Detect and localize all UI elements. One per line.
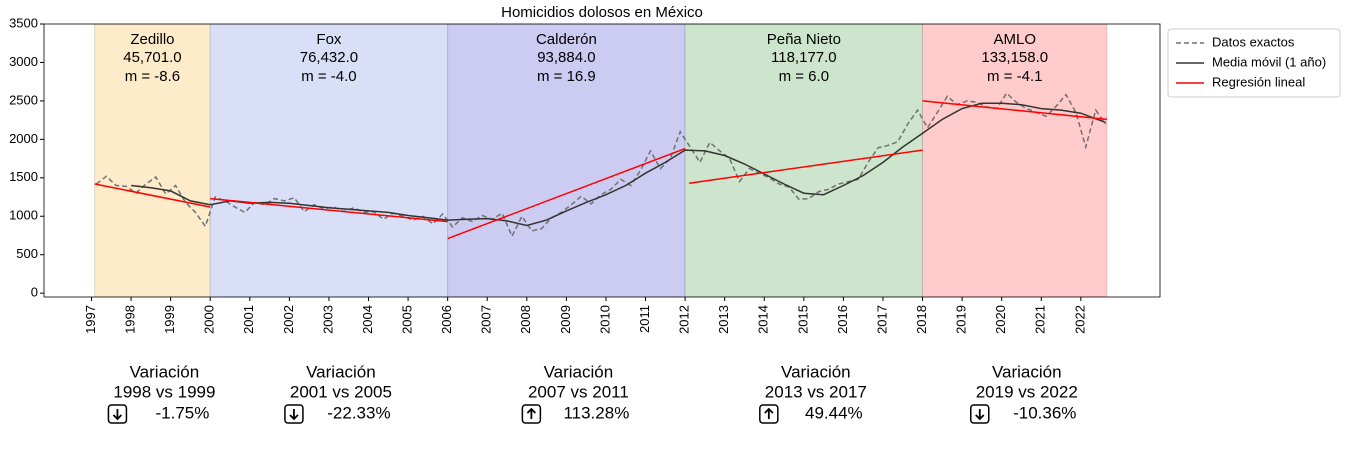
x-tick-label: 2010 <box>597 305 612 334</box>
arrow-box <box>521 404 542 424</box>
x-tick-label: 2007 <box>479 305 494 334</box>
variation-change: -22.33% <box>327 403 390 422</box>
x-tick-label: 2001 <box>241 305 256 334</box>
arrow <box>764 407 774 419</box>
arrow <box>112 409 123 421</box>
trend-arrow <box>759 404 779 424</box>
y-tick-label: 2000 <box>9 131 38 146</box>
x-tick-label: 2019 <box>954 305 969 334</box>
x-tick-label: 2000 <box>202 305 217 334</box>
variation-heading: Variación <box>992 362 1062 381</box>
arrow-box <box>970 404 990 424</box>
variation-comparison: 2001 vs 2005 <box>290 382 392 401</box>
period-total: 76,432.0 <box>300 49 358 66</box>
period-span <box>684 24 924 297</box>
period-slope: m = -8.6 <box>125 68 180 85</box>
series-line <box>95 92 1107 238</box>
variation-comparison: 2019 vs 2022 <box>976 382 1078 401</box>
x-tick-label: 2006 <box>439 305 454 334</box>
variation-heading: Variación <box>130 362 200 381</box>
trend-arrow <box>284 404 304 424</box>
variation-change: 49.44% <box>805 403 863 422</box>
period-slope: m = -4.0 <box>301 68 356 85</box>
variation-heading: Variación <box>306 362 376 381</box>
period-slope: m = 6.0 <box>779 68 829 85</box>
period-name: Zedillo <box>130 31 174 48</box>
variation-heading: Variación <box>781 362 851 381</box>
x-tick-label: 2014 <box>756 305 771 334</box>
variation-change: 113.28% <box>563 403 629 422</box>
arrow-box <box>284 404 304 424</box>
x-tick-label: 2009 <box>558 305 573 334</box>
variation-comparison: 2007 vs 2011 <box>528 382 629 401</box>
period-total: 45,701.0 <box>123 49 181 66</box>
x-tick-label: 2015 <box>795 305 810 334</box>
period-total: 93,884.0 <box>537 49 595 66</box>
y-tick-label: 500 <box>16 246 38 261</box>
variation-comparison: 2013 vs 2017 <box>765 382 867 401</box>
x-tick-label: 2018 <box>914 305 929 334</box>
y-tick-label: 1500 <box>9 169 38 184</box>
period-name: Fox <box>316 31 342 48</box>
y-tick-label: 2500 <box>9 92 38 107</box>
period-slope: m = 16.9 <box>537 68 596 85</box>
legend-box <box>1167 28 1341 98</box>
variation-comparison: 1998 vs 1999 <box>113 382 215 401</box>
variation-heading: Variación <box>544 362 614 381</box>
legend-label: Regresión lineal <box>1212 74 1305 89</box>
variation-change: -10.36% <box>1013 403 1076 422</box>
x-tick-label: 2002 <box>281 305 296 334</box>
x-tick-label: 1997 <box>83 305 98 334</box>
x-tick-label: 2003 <box>320 305 335 334</box>
period-name: Peña Nieto <box>767 31 841 48</box>
period-total: 118,177.0 <box>771 49 837 66</box>
period-slope: m = -4.1 <box>987 68 1042 85</box>
period-span <box>922 24 1108 297</box>
x-tick-label: 1998 <box>123 305 138 334</box>
period-span <box>209 24 449 297</box>
series-line <box>94 100 1108 240</box>
legend-label: Media móvil (1 año) <box>1212 54 1326 69</box>
period-total: 133,158.0 <box>981 49 1048 66</box>
period-name: Calderón <box>536 31 597 48</box>
x-tick-label: 2017 <box>874 305 889 334</box>
trend-arrow <box>107 404 128 424</box>
variation-change: -1.75% <box>155 403 209 422</box>
x-tick-label: 2022 <box>1072 305 1087 334</box>
trend-arrow <box>970 404 990 424</box>
period-span <box>94 24 211 297</box>
arrow <box>289 409 299 421</box>
y-tick-label: 0 <box>31 285 38 300</box>
x-tick-label: 2011 <box>637 305 652 333</box>
arrow-box <box>759 404 779 424</box>
x-tick-label: 2021 <box>1033 305 1048 334</box>
arrow-box <box>107 404 128 424</box>
x-tick-label: 2013 <box>716 305 731 334</box>
x-tick-label: 2008 <box>518 305 533 334</box>
arrow <box>975 409 985 421</box>
x-tick-label: 2020 <box>993 305 1008 334</box>
trend-arrow <box>521 404 542 424</box>
y-tick-label: 3500 <box>9 15 38 30</box>
x-tick-label: 1999 <box>162 305 177 334</box>
series-line <box>131 102 1106 227</box>
x-tick-label: 2005 <box>400 305 415 334</box>
arrow <box>526 407 537 419</box>
period-name: AMLO <box>994 31 1037 48</box>
plot-frame <box>43 23 1161 298</box>
y-tick-label: 3000 <box>9 54 38 69</box>
x-tick-label: 2012 <box>677 305 692 334</box>
y-tick-label: 1000 <box>9 208 38 223</box>
legend-label: Datos exactos <box>1212 34 1295 49</box>
x-tick-label: 2016 <box>835 305 850 334</box>
chart-title: Homicidios dolosos en México <box>501 4 703 21</box>
x-tick-label: 2004 <box>360 305 375 334</box>
